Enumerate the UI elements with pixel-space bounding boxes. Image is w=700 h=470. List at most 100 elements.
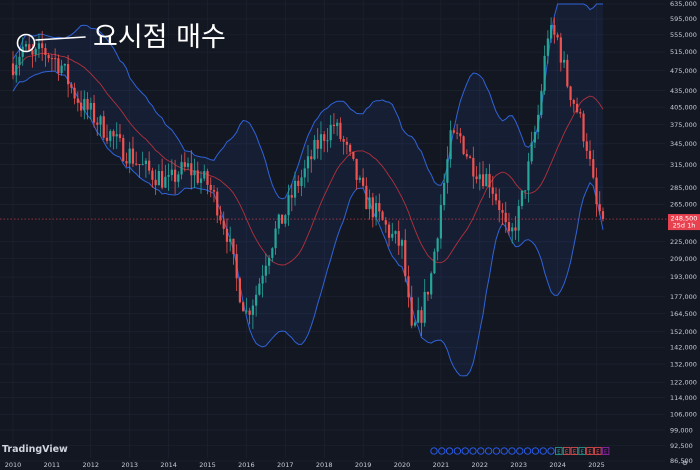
earnings-marker[interactable]: E [578,447,586,456]
candle-body [423,291,426,323]
earnings-marker[interactable]: E [562,447,571,456]
dividend-marker[interactable] [445,447,454,455]
dividend-marker-shape [445,447,454,455]
dividend-marker[interactable] [523,447,532,455]
dividend-marker[interactable] [492,447,501,455]
candle-body [358,177,361,180]
earnings-marker[interactable]: E [586,447,594,456]
candle-body [404,240,407,277]
settings-icon[interactable]: ⚙ [682,459,688,467]
candle-body [550,25,553,39]
candle-body [70,84,73,88]
candle-body [355,158,358,180]
year-tick-label: 2025 [588,461,605,469]
dividend-marker-shape [438,447,446,455]
price-tick-label: 209,000 [670,255,697,263]
corner-settings[interactable]: ⚙ [682,459,688,467]
dividend-marker-shape [508,447,516,455]
year-tick-label: 2018 [316,461,333,469]
candle-body [173,169,177,182]
candle-body [212,190,216,192]
candle-body [556,34,559,38]
candle-body [190,163,193,176]
candle-body [452,130,455,133]
candle-body [284,215,287,224]
dividend-marker[interactable] [500,447,508,455]
candle-body [585,141,588,151]
dividend-marker[interactable] [430,447,438,455]
price-tick-label: 92,500 [670,442,693,450]
earnings-marker-label: E [557,449,560,455]
dividend-marker[interactable] [484,447,493,455]
dividend-marker[interactable] [477,447,485,455]
earnings-marker-label: E [588,449,591,455]
candle-body [112,131,115,137]
candle-body [148,160,151,171]
candle-body [562,59,566,63]
candle-body [206,171,209,185]
candle-body [397,231,400,246]
dividend-marker[interactable] [438,447,446,455]
dividend-marker-shape [523,447,532,455]
candle-body [533,131,537,143]
dividend-marker[interactable] [539,447,547,455]
earnings-marker-shape [601,447,610,455]
dividend-marker-shape [492,447,501,455]
dividend-marker[interactable] [508,447,516,455]
candle-body [79,102,83,111]
earnings-marker[interactable]: E [555,447,563,456]
price-axis[interactable]: 635,000 595,000 555,000 515,000 475,000 435,0… [670,0,697,465]
candle-body [154,179,157,186]
price-tick-label: 435,000 [670,87,697,95]
candle-body [167,175,170,177]
dividend-marker[interactable] [547,447,555,455]
candle-body [326,140,329,142]
candle-body [449,130,452,160]
annotation-text: 요시점 매수 [93,22,226,53]
candle-body [413,322,417,326]
candle-body [300,177,303,186]
earnings-marker[interactable]: E [570,447,579,456]
candle-body [271,248,274,258]
dividend-marker[interactable] [461,447,469,455]
dividend-marker-shape [461,447,469,455]
bollinger-middle-ma [12,52,604,266]
candle-body [297,180,300,186]
dividend-marker[interactable] [453,447,462,455]
price-tag-value: 248,500 [671,215,698,223]
candle-body [199,178,203,183]
candle-body [420,310,423,323]
candle-body [73,87,76,99]
candle-body [394,231,397,234]
candle-body [339,122,342,140]
earnings-marker-shape [570,447,579,455]
candle-body [559,37,562,63]
candle-body [164,176,167,188]
dividend-marker[interactable] [469,447,477,455]
candle-body [494,193,498,201]
time-axis[interactable]: 2010 2011 2012 2013 2014 2015 2016 2017 2018 2019… [5,461,605,469]
tradingview-wordmark: TradingView [2,444,68,455]
earnings-marker[interactable]: E [601,447,610,456]
candle-body [135,163,138,165]
chart-grid [0,0,665,462]
earnings-marker[interactable]: E [594,447,602,456]
candle-body [225,228,229,242]
candle-body [465,154,468,157]
price-tick-label: 555,000 [670,31,697,39]
candle-body [426,291,430,295]
candle-body [316,139,319,149]
candle-body [44,48,47,55]
dividend-marker[interactable] [516,447,524,455]
tradingview-logo[interactable]: TradingView [2,444,68,455]
candle-body [31,50,34,55]
dividend-marker-shape [484,447,493,455]
year-tick-label: 2022 [472,461,489,469]
dividend-marker[interactable] [531,447,540,455]
candle-body [485,173,488,187]
candle-body [264,265,267,276]
candle-body [34,48,37,55]
